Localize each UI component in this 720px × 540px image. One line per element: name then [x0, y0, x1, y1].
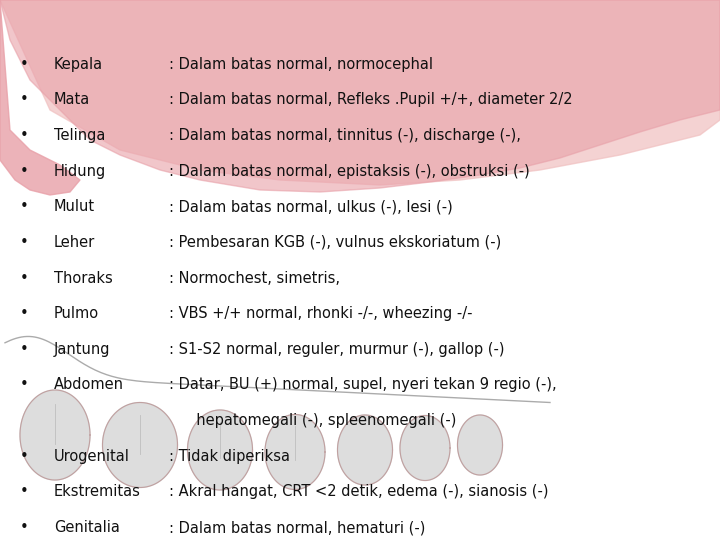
Text: •: • [20, 164, 29, 179]
Text: Jantung: Jantung [54, 342, 110, 357]
Polygon shape [338, 415, 392, 485]
Text: •: • [20, 199, 29, 214]
Text: •: • [20, 306, 29, 321]
Polygon shape [187, 410, 253, 490]
Text: Mata: Mata [54, 92, 90, 107]
Text: : Datar, BU (+) normal, supel, nyeri tekan 9 regio (-),: : Datar, BU (+) normal, supel, nyeri tek… [169, 377, 557, 393]
Text: : Pembesaran KGB (-), vulnus ekskoriatum (-): : Pembesaran KGB (-), vulnus ekskoriatum… [169, 235, 501, 250]
Text: : Dalam batas normal, epistaksis (-), obstruksi (-): : Dalam batas normal, epistaksis (-), ob… [169, 164, 530, 179]
Text: : Akral hangat, CRT <2 detik, edema (-), sianosis (-): : Akral hangat, CRT <2 detik, edema (-),… [169, 484, 549, 500]
Text: : S1-S2 normal, reguler, murmur (-), gallop (-): : S1-S2 normal, reguler, murmur (-), gal… [169, 342, 505, 357]
Text: Pulmo: Pulmo [54, 306, 99, 321]
Polygon shape [0, 0, 720, 185]
Text: : Dalam batas normal, Refleks .Pupil +/+, diameter 2/2: : Dalam batas normal, Refleks .Pupil +/+… [169, 92, 573, 107]
Text: : Dalam batas normal, hematuri (-): : Dalam batas normal, hematuri (-) [169, 520, 426, 535]
Text: : Dalam batas normal, ulkus (-), lesi (-): : Dalam batas normal, ulkus (-), lesi (-… [169, 199, 453, 214]
Text: •: • [20, 57, 29, 72]
Text: •: • [20, 342, 29, 357]
Text: Abdomen: Abdomen [54, 377, 124, 393]
Text: Urogenital: Urogenital [54, 449, 130, 464]
Polygon shape [457, 415, 503, 475]
Text: •: • [20, 271, 29, 286]
Text: •: • [20, 128, 29, 143]
Text: •: • [20, 484, 29, 500]
Polygon shape [20, 390, 90, 480]
Polygon shape [0, 0, 80, 195]
Text: : Dalam batas normal, normocephal: : Dalam batas normal, normocephal [169, 57, 433, 72]
Polygon shape [265, 415, 325, 489]
Text: •: • [20, 449, 29, 464]
Text: •: • [20, 235, 29, 250]
Text: : Dalam batas normal, tinnitus (-), discharge (-),: : Dalam batas normal, tinnitus (-), disc… [169, 128, 521, 143]
Text: : Tidak diperiksa: : Tidak diperiksa [169, 449, 290, 464]
Text: : Normochest, simetris,: : Normochest, simetris, [169, 271, 340, 286]
Polygon shape [0, 0, 720, 192]
Text: •: • [20, 377, 29, 393]
Text: Thoraks: Thoraks [54, 271, 113, 286]
Text: Ekstremitas: Ekstremitas [54, 484, 141, 500]
Text: Hidung: Hidung [54, 164, 107, 179]
Text: Genitalia: Genitalia [54, 520, 120, 535]
Text: : VBS +/+ normal, rhonki -/-, wheezing -/-: : VBS +/+ normal, rhonki -/-, wheezing -… [169, 306, 473, 321]
Text: Kepala: Kepala [54, 57, 103, 72]
Text: •: • [20, 520, 29, 535]
Text: Leher: Leher [54, 235, 95, 250]
Polygon shape [102, 402, 178, 488]
Text: Mulut: Mulut [54, 199, 95, 214]
Text: hepatomegali (-), spleenomegali (-): hepatomegali (-), spleenomegali (-) [187, 413, 456, 428]
Text: •: • [20, 92, 29, 107]
Polygon shape [400, 415, 450, 481]
Text: Telinga: Telinga [54, 128, 105, 143]
